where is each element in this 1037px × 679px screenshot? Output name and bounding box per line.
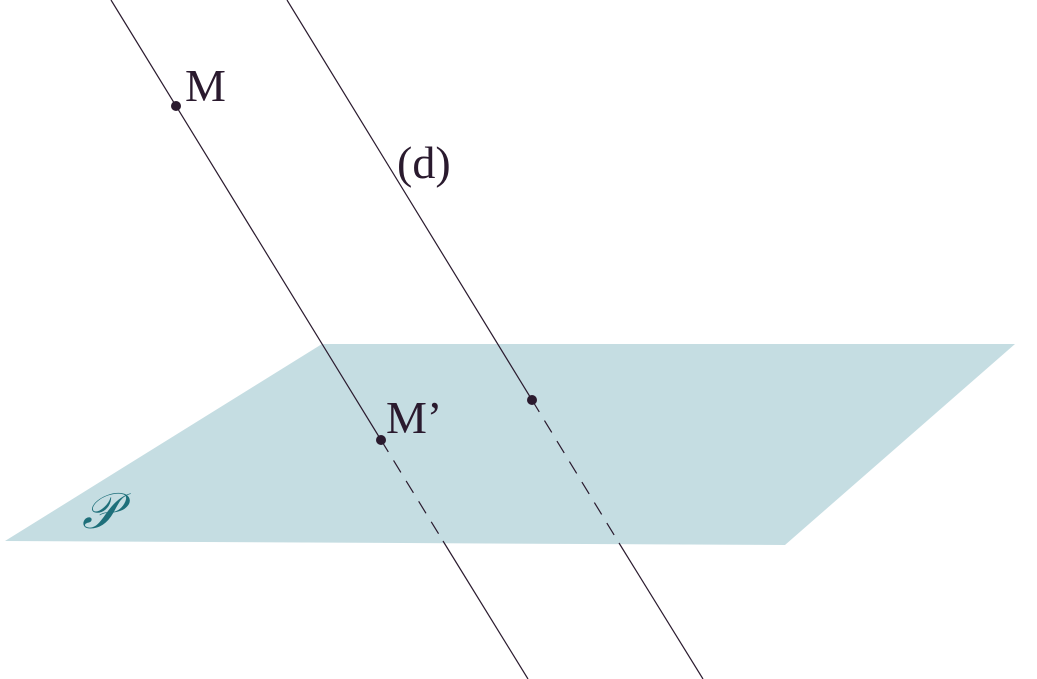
line-label: (d) xyxy=(397,137,451,188)
point xyxy=(171,101,181,111)
hidden-segment xyxy=(380,439,444,542)
point xyxy=(527,395,537,405)
point xyxy=(376,435,386,445)
projection-line xyxy=(110,0,382,441)
plane xyxy=(5,344,1015,545)
point-label: M’ xyxy=(386,392,442,443)
hidden-segment xyxy=(531,399,620,544)
line-d xyxy=(286,0,533,401)
line-d xyxy=(618,542,704,679)
projection-line xyxy=(442,540,529,679)
point-label: M xyxy=(185,60,226,111)
